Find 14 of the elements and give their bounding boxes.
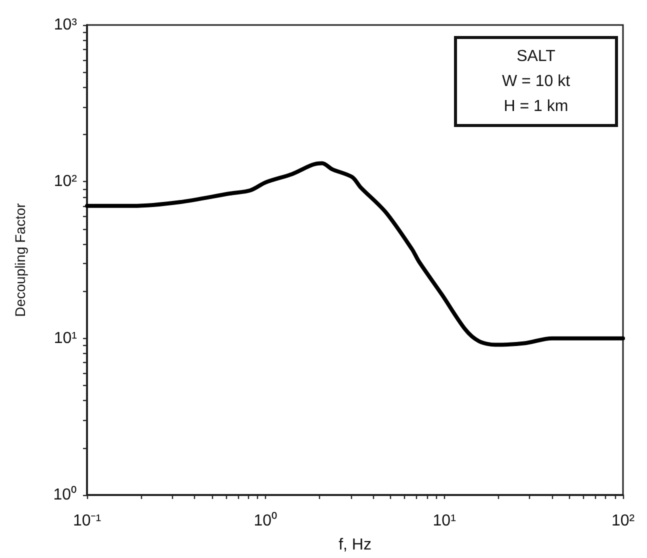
annotation: SALT — [516, 47, 556, 67]
note-frame: SALT W = 10 kt H = 1 km — [454, 36, 618, 127]
y-tick-label: 10¹ — [54, 330, 77, 347]
x-axis-title: f, Hz — [338, 536, 372, 554]
x-tick-label: 10² — [611, 512, 636, 530]
annotation: W = 10 kt — [500, 72, 572, 92]
y-axis-title: Decoupling Factor — [12, 202, 28, 317]
x-tick-label: 10¹ — [432, 512, 456, 530]
y-tick-label: 10³ — [54, 16, 78, 34]
y-tick-label: 10⁰ — [53, 486, 77, 504]
y-tick-label: 10² — [54, 173, 78, 190]
annotation: H = 1 km — [502, 97, 570, 117]
x-tick-label: 10⁰ — [254, 512, 278, 530]
x-tick-label: 10⁻¹ — [72, 512, 102, 530]
